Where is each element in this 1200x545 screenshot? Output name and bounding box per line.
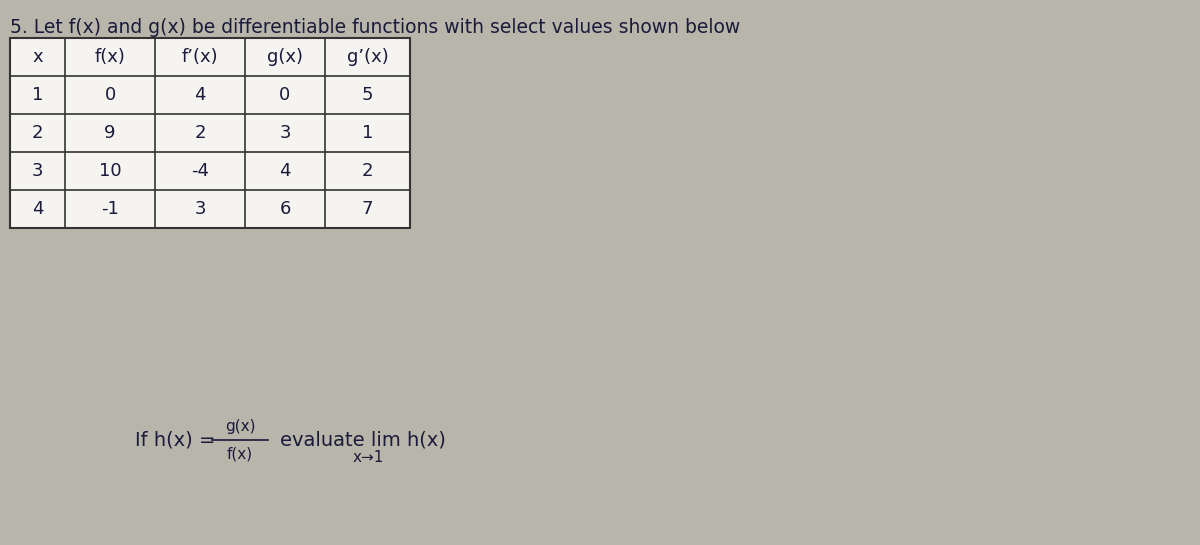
Text: 5. Let f(x) and g(x) be differentiable functions with select values shown below: 5. Let f(x) and g(x) be differentiable f… (10, 18, 740, 37)
Text: 9: 9 (104, 124, 115, 142)
Text: -4: -4 (191, 162, 209, 180)
Text: 1: 1 (362, 124, 373, 142)
Text: 7: 7 (361, 200, 373, 218)
Text: 4: 4 (194, 86, 205, 104)
Text: 10: 10 (98, 162, 121, 180)
Text: evaluate lim h(x): evaluate lim h(x) (280, 431, 446, 450)
Text: 0: 0 (104, 86, 115, 104)
Text: x: x (32, 48, 43, 66)
Text: 2: 2 (31, 124, 43, 142)
Text: 3: 3 (194, 200, 205, 218)
Text: g(x): g(x) (224, 420, 256, 434)
Text: g’(x): g’(x) (347, 48, 389, 66)
Text: 4: 4 (280, 162, 290, 180)
Text: If h(x) =: If h(x) = (134, 431, 216, 450)
Text: -1: -1 (101, 200, 119, 218)
Text: 0: 0 (280, 86, 290, 104)
Text: 4: 4 (31, 200, 43, 218)
Text: 2: 2 (194, 124, 205, 142)
Text: 1: 1 (32, 86, 43, 104)
Text: f’(x): f’(x) (181, 48, 218, 66)
Text: 6: 6 (280, 200, 290, 218)
Text: 2: 2 (361, 162, 373, 180)
Text: 5: 5 (361, 86, 373, 104)
Text: x→1: x→1 (353, 451, 384, 465)
Text: f(x): f(x) (95, 48, 126, 66)
Text: g(x): g(x) (266, 48, 302, 66)
Bar (10, 38, 410, 228)
Text: f(x): f(x) (227, 446, 253, 462)
Text: 3: 3 (280, 124, 290, 142)
Text: 3: 3 (31, 162, 43, 180)
